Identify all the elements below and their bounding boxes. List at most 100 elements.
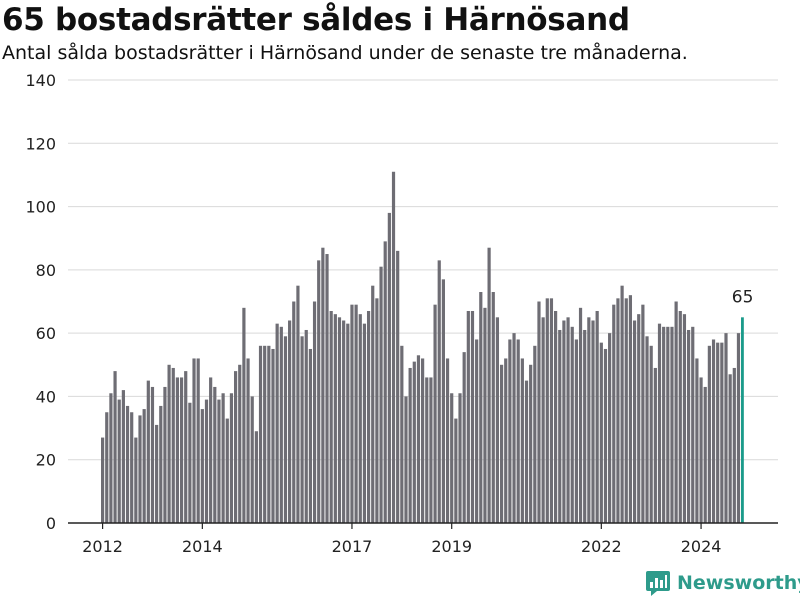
bar <box>196 358 200 523</box>
bar <box>454 418 458 523</box>
bar <box>541 317 545 523</box>
bar <box>408 367 412 523</box>
bar <box>637 314 641 523</box>
bar <box>433 304 437 523</box>
bar <box>163 386 167 523</box>
bar <box>358 314 362 523</box>
bar <box>225 418 229 523</box>
bar <box>732 367 736 523</box>
bar <box>105 412 109 523</box>
y-tick-label: 140 <box>25 71 56 90</box>
bar <box>279 326 283 523</box>
bar <box>425 377 429 523</box>
bar <box>350 304 354 523</box>
bar <box>412 361 416 523</box>
bar <box>383 241 387 523</box>
bar <box>562 320 566 523</box>
bar <box>657 323 662 523</box>
bar <box>138 415 142 523</box>
x-tick-label: 2019 <box>431 537 472 556</box>
bar <box>495 317 500 523</box>
bar <box>624 298 628 523</box>
bar <box>342 320 346 523</box>
bar <box>678 310 682 523</box>
bar <box>171 367 175 523</box>
bar <box>662 326 666 523</box>
bar <box>329 310 333 523</box>
bar <box>387 212 391 523</box>
bar <box>574 339 578 523</box>
x-tick-label: 2017 <box>332 537 373 556</box>
bar <box>445 358 450 523</box>
bar <box>653 367 657 523</box>
bar <box>603 348 608 523</box>
x-tick-label: 2012 <box>82 537 123 556</box>
bar <box>558 329 562 523</box>
bar <box>695 358 699 523</box>
bar <box>674 301 678 523</box>
bar <box>499 364 504 523</box>
bar <box>437 260 441 523</box>
bar <box>184 371 188 523</box>
bar <box>475 339 479 523</box>
bar <box>250 396 254 523</box>
bar <box>242 307 246 523</box>
bar <box>292 301 296 523</box>
bar <box>591 320 595 523</box>
bar <box>304 329 308 523</box>
bar <box>246 358 250 523</box>
bar <box>221 393 225 523</box>
bar <box>470 310 475 523</box>
bar <box>691 326 695 523</box>
bar <box>258 345 263 523</box>
bar <box>101 437 105 523</box>
bar <box>283 336 288 523</box>
y-tick-label: 40 <box>36 387 56 406</box>
bar <box>599 342 603 523</box>
bar <box>578 307 583 523</box>
bar <box>441 279 445 523</box>
bar <box>608 333 612 523</box>
bar <box>146 380 150 523</box>
bar <box>533 345 537 523</box>
bar <box>645 336 649 523</box>
x-tick-label: 2024 <box>681 537 722 556</box>
bar <box>204 399 209 523</box>
bar <box>628 295 633 523</box>
bar <box>649 345 653 523</box>
bar <box>491 292 495 523</box>
newsworthy-logo: Newsworthy <box>645 568 800 598</box>
bar <box>520 358 524 523</box>
bar <box>121 390 125 523</box>
bar <box>109 393 113 523</box>
bar <box>529 364 533 523</box>
bar <box>616 298 620 523</box>
bar <box>209 377 213 523</box>
bar <box>391 171 396 523</box>
bar <box>699 377 703 523</box>
bar <box>720 342 724 523</box>
bar <box>321 247 325 523</box>
bar <box>213 386 217 523</box>
bar <box>271 348 275 523</box>
bar <box>192 358 196 523</box>
bar <box>396 250 400 523</box>
bar <box>217 399 221 523</box>
bar <box>508 339 512 523</box>
y-tick-label: 100 <box>25 198 56 217</box>
bar <box>421 358 425 523</box>
bar <box>545 298 549 523</box>
bar <box>379 266 383 523</box>
bar <box>312 301 317 523</box>
bar <box>416 355 421 523</box>
bar <box>666 326 670 523</box>
bar <box>238 364 242 523</box>
bar <box>130 412 134 523</box>
y-tick-label: 0 <box>46 514 56 533</box>
bar <box>724 333 728 523</box>
y-tick-label: 20 <box>36 451 56 470</box>
x-tick-label: 2022 <box>581 537 622 556</box>
bar <box>155 424 159 523</box>
bar <box>296 285 300 523</box>
